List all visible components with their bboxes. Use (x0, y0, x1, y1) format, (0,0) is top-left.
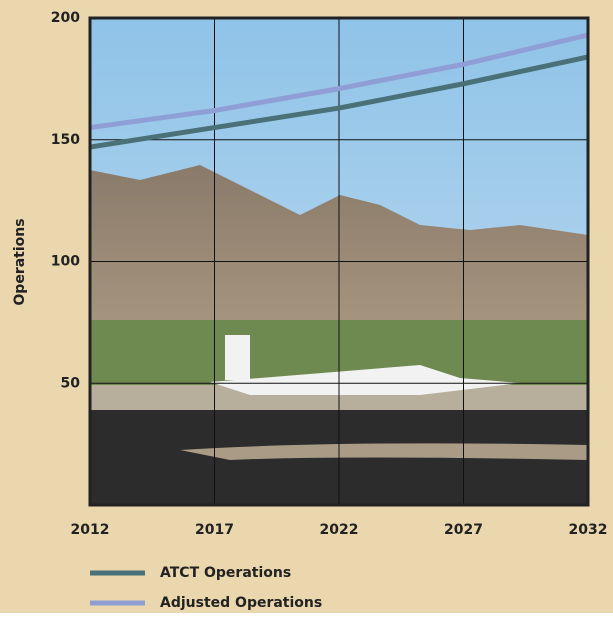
x-tick-label: 2012 (71, 522, 110, 538)
legend-label: ATCT Operations (160, 565, 291, 581)
x-tick-label: 2017 (195, 522, 234, 538)
series-line (89, 54, 589, 150)
legend: ATCT Operations Adjusted Operations (90, 565, 322, 611)
x-tick-label: 2027 (444, 522, 483, 538)
x-tick-label: 2022 (320, 522, 359, 538)
y-tick-label: 100 (51, 254, 80, 270)
y-tick-label: 50 (61, 375, 81, 391)
y-axis-label: Operations (12, 218, 28, 305)
y-tick-label: 200 (51, 10, 80, 26)
plot-frame (88, 16, 590, 507)
series-line (89, 32, 589, 131)
legend-label: Adjusted Operations (160, 595, 322, 611)
x-tick-label: 2032 (569, 522, 608, 538)
y-tick-label: 150 (51, 132, 80, 148)
